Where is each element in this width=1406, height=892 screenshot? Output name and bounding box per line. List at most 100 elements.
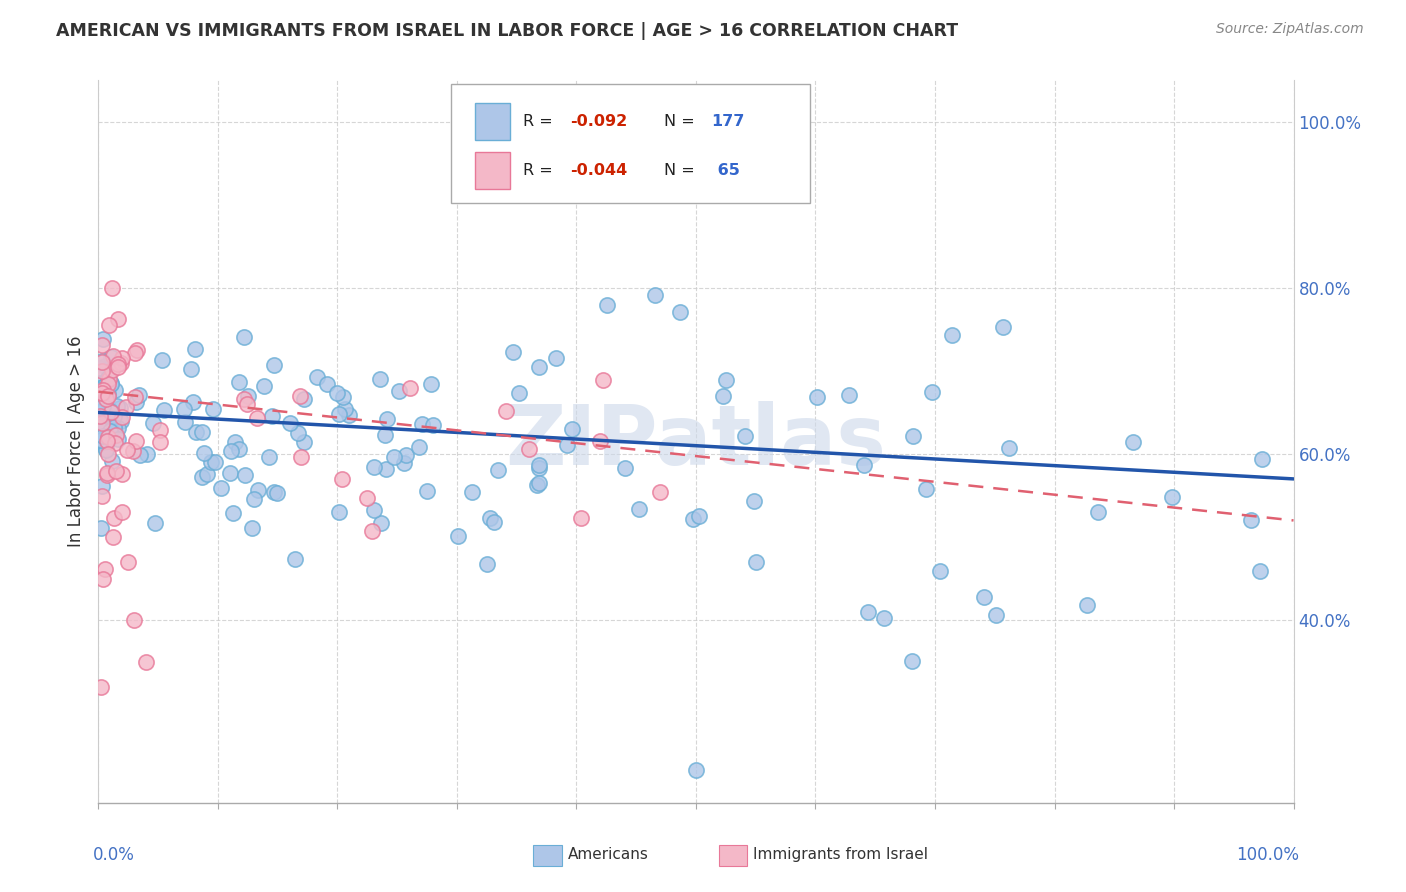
Point (332, 390, 354, 404)
Point (101, 280, 124, 294)
Point (495, 404, 517, 418)
Point (290, 450, 312, 464)
Point (209, 481, 232, 495)
Point (98, 431, 121, 445)
Text: N =: N = (664, 114, 700, 129)
Point (233, 467, 256, 482)
FancyBboxPatch shape (533, 845, 562, 866)
Point (1076, 599, 1098, 613)
Point (97, 371, 120, 385)
Point (91, 333, 114, 347)
Point (111, 351, 134, 365)
Point (263, 359, 285, 373)
Point (517, 442, 540, 456)
Point (94, 412, 117, 426)
Point (921, 384, 943, 399)
Point (316, 376, 339, 391)
Point (527, 458, 550, 472)
Point (561, 422, 583, 436)
Point (108, 410, 131, 425)
Point (94, 561, 117, 575)
Point (103, 424, 125, 438)
Point (475, 558, 498, 572)
Point (115, 442, 138, 457)
Point (87, 425, 110, 440)
Point (89, 409, 111, 424)
Point (87, 433, 110, 447)
Point (190, 425, 212, 439)
Point (111, 467, 134, 482)
Point (240, 521, 263, 535)
Text: 0.0%: 0.0% (93, 847, 135, 864)
Point (107, 433, 129, 447)
Point (104, 436, 127, 450)
Point (246, 411, 269, 425)
Point (682, 512, 704, 526)
Point (361, 524, 384, 538)
Point (110, 356, 132, 370)
Point (125, 395, 148, 409)
Point (416, 483, 439, 498)
Point (219, 444, 242, 458)
Point (98, 372, 121, 386)
Point (87, 401, 110, 415)
Point (447, 529, 470, 543)
Point (998, 442, 1021, 456)
Point (363, 459, 385, 474)
Point (280, 416, 302, 430)
Point (838, 387, 860, 401)
Point (91, 338, 114, 352)
Text: Immigrants from Israel: Immigrants from Israel (754, 847, 928, 863)
Point (135, 447, 157, 461)
Point (98, 424, 121, 438)
Point (422, 418, 444, 433)
Point (184, 425, 207, 439)
Point (901, 429, 924, 443)
Point (219, 467, 242, 481)
Point (734, 429, 756, 443)
Point (96, 468, 118, 483)
Point (984, 608, 1007, 623)
Text: Source: ZipAtlas.com: Source: ZipAtlas.com (1216, 22, 1364, 37)
Text: N =: N = (664, 163, 700, 178)
Point (97, 377, 120, 392)
Point (117, 555, 139, 569)
Point (90, 520, 112, 534)
Point (101, 530, 124, 544)
Point (100, 406, 122, 420)
Point (91, 383, 114, 397)
Point (96, 434, 118, 448)
Point (90, 414, 112, 428)
Point (124, 345, 146, 359)
Point (1240, 513, 1263, 527)
Point (100, 453, 122, 467)
Text: AMERICAN VS IMMIGRANTS FROM ISRAEL IN LABOR FORCE | AGE > 16 CORRELATION CHART: AMERICAN VS IMMIGRANTS FROM ISRAEL IN LA… (56, 22, 959, 40)
Point (461, 485, 484, 500)
Point (685, 763, 707, 777)
Point (292, 392, 315, 406)
Point (233, 330, 256, 344)
Point (288, 389, 311, 403)
Point (263, 484, 285, 499)
Point (90, 433, 112, 447)
Point (527, 360, 550, 375)
Point (328, 505, 350, 519)
Point (114, 401, 136, 415)
Point (100, 405, 122, 419)
Text: -0.044: -0.044 (571, 163, 627, 178)
Point (201, 401, 224, 416)
Point (614, 461, 637, 475)
Y-axis label: In Labor Force | Age > 16: In Labor Force | Age > 16 (66, 335, 84, 548)
Point (107, 421, 129, 435)
Point (110, 414, 132, 428)
Point (111, 410, 134, 425)
Point (395, 448, 418, 462)
Point (103, 409, 125, 423)
Point (91, 399, 114, 413)
Point (419, 377, 441, 392)
Point (356, 491, 378, 506)
Point (103, 350, 125, 364)
Point (143, 516, 166, 531)
Point (714, 373, 737, 387)
Point (180, 362, 202, 376)
